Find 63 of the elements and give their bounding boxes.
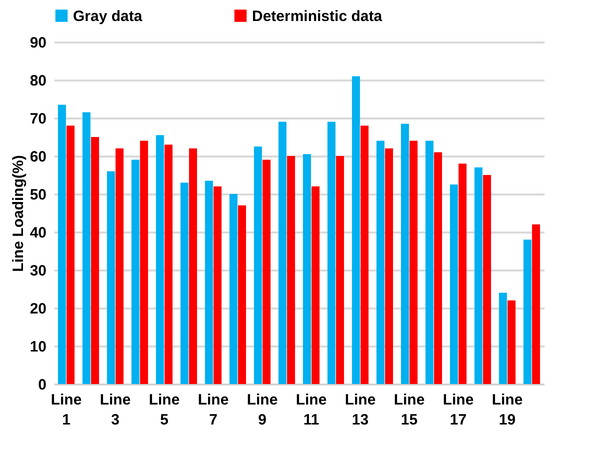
- bar: [287, 156, 296, 384]
- bar: [450, 184, 458, 384]
- bar: [532, 224, 540, 384]
- x-tick-label: Line 5: [148, 392, 180, 428]
- bar: [312, 186, 320, 384]
- x-tick-label: Line 19: [492, 392, 523, 428]
- legend-label: Gray data: [73, 8, 143, 25]
- bar: [214, 186, 222, 384]
- bar: [498, 292, 507, 384]
- bar: [360, 126, 369, 384]
- x-tick-label: Line 17: [442, 392, 474, 428]
- bar: [131, 160, 140, 384]
- y-tick-label: 90: [30, 34, 46, 52]
- bar: [327, 122, 336, 384]
- bar: [336, 156, 344, 384]
- bar: [254, 146, 262, 384]
- bar: [400, 124, 409, 384]
- y-axis-title: Line Loading(%): [10, 155, 27, 272]
- bar: [238, 205, 246, 384]
- x-tick-label: Line 3: [100, 392, 131, 428]
- bar: [434, 152, 442, 384]
- bar: [66, 126, 75, 384]
- bar: [180, 182, 188, 384]
- bar: [262, 160, 271, 384]
- bar: [140, 140, 148, 384]
- bar: [458, 164, 467, 384]
- bar: [425, 140, 434, 384]
- bar: [523, 240, 532, 384]
- x-tick-label: Line 15: [394, 392, 425, 428]
- y-tick-label: 0: [38, 376, 46, 394]
- bar: [352, 76, 360, 384]
- y-tick-label: 10: [30, 338, 46, 356]
- bar: [302, 154, 311, 384]
- bar: [508, 300, 516, 384]
- bar: [91, 137, 100, 384]
- x-tick-label: Line 11: [296, 392, 327, 428]
- y-tick-label: 40: [30, 224, 46, 242]
- bar: [189, 148, 198, 384]
- bar: [483, 175, 492, 384]
- y-tick-label: 60: [30, 148, 46, 166]
- x-tick-label: Line 7: [198, 392, 229, 428]
- bar: [156, 135, 164, 384]
- bar: [58, 104, 66, 384]
- bar: [410, 140, 418, 384]
- bar: [229, 194, 238, 384]
- y-tick-label: 20: [30, 300, 46, 318]
- legend-label: Deterministic data: [252, 8, 383, 25]
- y-tick-label: 30: [30, 262, 46, 280]
- y-tick-label: 80: [30, 72, 46, 90]
- bar: [106, 171, 115, 384]
- bar: [474, 167, 482, 384]
- x-tick-label: Line 1: [50, 392, 82, 428]
- bar: [116, 148, 124, 384]
- y-tick-label: 50: [30, 186, 46, 204]
- y-tick-label: 70: [30, 110, 46, 128]
- x-tick-label: Line 13: [344, 392, 376, 428]
- bar: [164, 144, 173, 384]
- bar: [376, 140, 384, 384]
- bar: [385, 148, 394, 384]
- bar: [278, 122, 286, 384]
- bar: [204, 180, 213, 384]
- x-tick-label: Line 9: [246, 392, 278, 428]
- bar: [82, 112, 90, 384]
